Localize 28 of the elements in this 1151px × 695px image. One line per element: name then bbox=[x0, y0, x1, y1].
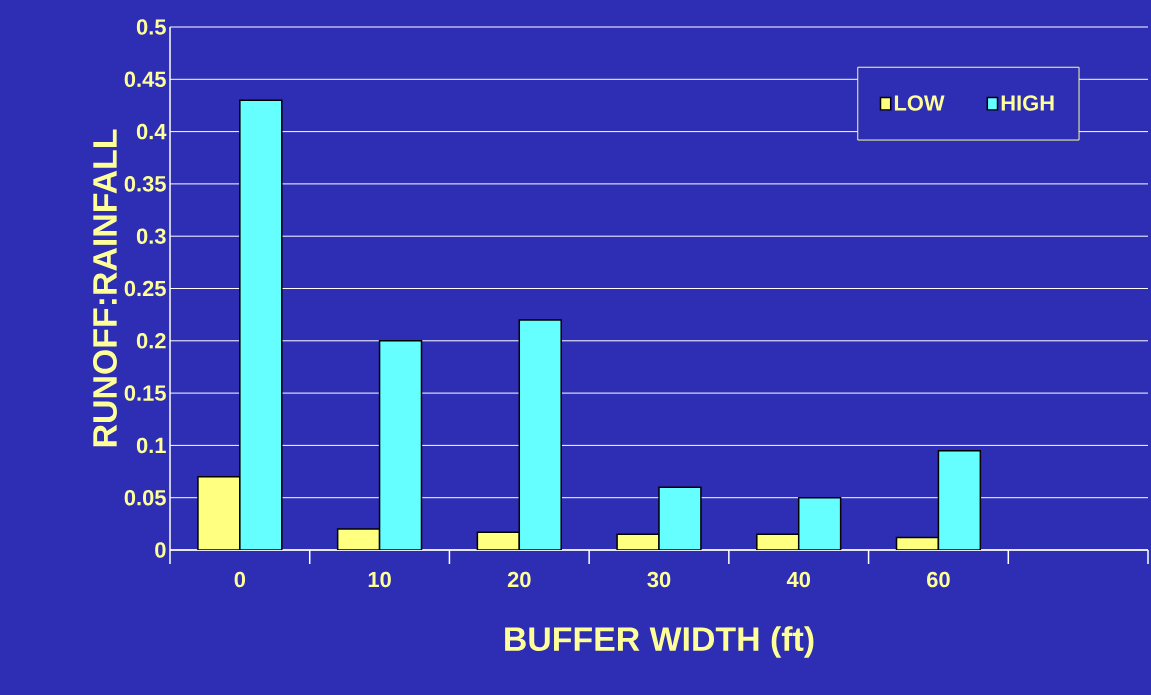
bar bbox=[239, 99, 283, 550]
y-tick-label: 0.25 bbox=[124, 280, 166, 297]
x-tick-label: 10 bbox=[368, 571, 391, 588]
y-tick-label: 0.35 bbox=[124, 176, 166, 192]
y-tick-label: 0.5 bbox=[136, 19, 166, 35]
y-tick-label: 0.45 bbox=[124, 71, 166, 88]
y-tick-label: 0.05 bbox=[124, 489, 166, 506]
x-tick-label: 40 bbox=[786, 571, 811, 588]
bar bbox=[378, 340, 423, 550]
x-tick-label: 20 bbox=[507, 571, 531, 588]
y-tick-label: 0.1 bbox=[136, 437, 166, 454]
x-tick-label: 30 bbox=[647, 571, 671, 588]
legend-label: LOW bbox=[894, 95, 945, 111]
bar bbox=[658, 486, 702, 550]
x-tick-label: 0 bbox=[234, 571, 246, 588]
bar bbox=[518, 319, 562, 550]
y-axis-title: RUNOFF:RAINFALL bbox=[93, 129, 117, 447]
x-tick-label: 60 bbox=[927, 571, 950, 588]
legend-label: HIGH bbox=[1001, 95, 1054, 111]
bar bbox=[797, 496, 842, 550]
y-tick-label: 0.15 bbox=[124, 385, 166, 401]
bar bbox=[197, 476, 241, 550]
y-tick-label: 0 bbox=[155, 542, 166, 558]
y-tick-label: 0.3 bbox=[136, 228, 166, 244]
y-tick-label: 0.4 bbox=[136, 123, 167, 140]
y-tick-label: 0.2 bbox=[136, 333, 166, 349]
x-axis-title: BUFFER WIDTH (ft) bbox=[505, 626, 814, 658]
bar bbox=[937, 449, 982, 550]
